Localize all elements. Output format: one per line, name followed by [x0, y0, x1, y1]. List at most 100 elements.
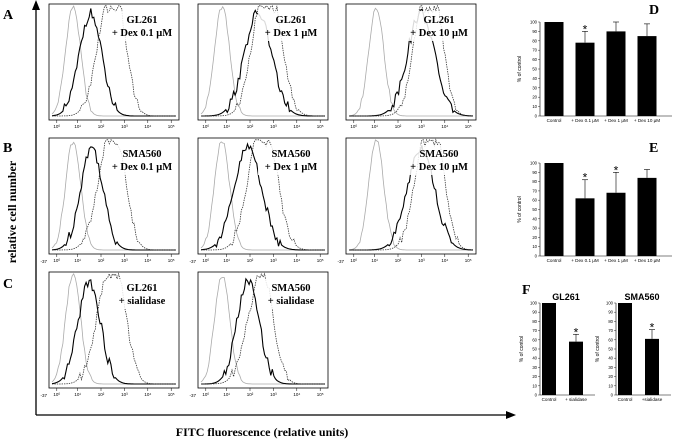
histogram-panel: 10⁰ 10¹ 10² 10³ 10⁴ 10⁵ -37 SMA560 + Dex 10 μM [337, 137, 477, 264]
bar-y-tick-label: 10 [532, 104, 537, 109]
label-backdrop [109, 279, 177, 309]
hist-left-tick-label: -37 [189, 393, 196, 398]
untreated-curve [52, 5, 176, 117]
histogram-label-line2: + Dex 1 μM [265, 162, 318, 173]
row-letter-b: B [3, 141, 12, 156]
hist-left-tick-label: -37 [189, 259, 196, 264]
label-backdrop [258, 279, 326, 309]
bar-y-tick-label: 20 [608, 374, 613, 379]
histogram-label-line2: + Dex 1 μM [265, 28, 318, 39]
bar-category-label: + Dex 10 μM [634, 258, 660, 263]
hist-x-tick-label: 10¹ [74, 124, 81, 129]
bar-y-tick-label: 100 [530, 301, 538, 306]
bar-y-tick-label: 40 [532, 76, 537, 81]
label-backdrop [109, 11, 177, 41]
hist-x-tick-label: 10⁰ [350, 124, 357, 129]
bar [645, 338, 659, 395]
significance-star: * [583, 22, 588, 36]
hist-x-tick-label: 10² [247, 124, 254, 129]
bar [637, 177, 657, 256]
bar-category-label: Control [618, 397, 633, 402]
hist-x-tick-label: 10³ [270, 124, 277, 129]
bar-y-tick-label: 40 [532, 356, 537, 361]
label-backdrop [109, 145, 177, 175]
panel-letter: E [649, 141, 658, 156]
hist-x-tick-label: 10⁴ [144, 258, 151, 263]
control-curve [348, 139, 473, 251]
histogram-panel: 10⁰ 10¹ 10² 10³ 10⁴ 10⁵ -37 SMA560 + Dex 0.1 μM [40, 137, 180, 264]
hist-x-tick-label: 10³ [121, 258, 128, 263]
bar-y-tick-label: 80 [532, 319, 537, 324]
hist-x-tick-label: 10⁴ [293, 124, 300, 129]
row-letter-a: A [3, 8, 14, 23]
main-x-arrow [506, 411, 516, 419]
bar-category-label: + Dex 1 μM [604, 258, 628, 263]
bar-y-tick-label: 40 [532, 216, 537, 221]
hist-x-tick-label: 10² [98, 124, 105, 129]
bar-group: 0 10 20 30 40 50 60 70 80 90 100 % of control GL261 C… [519, 292, 595, 402]
bar-y-tick-label: 70 [532, 188, 537, 193]
histogram-label-line2: + Dex 0.1 μM [112, 162, 172, 173]
bar-category-label: + Dex 10 μM [634, 118, 660, 123]
untreated-curve [201, 139, 325, 251]
hist-x-tick-label: 10⁵ [465, 258, 472, 263]
histogram-panel: 10⁰ 10¹ 10² 10³ 10⁴ 10⁵ -37 GL261 + sialidase [40, 271, 180, 398]
label-backdrop [406, 145, 474, 175]
histogram-label-line2: + Dex 0.1 μM [112, 28, 172, 39]
bar-y-tick-label: 20 [532, 374, 537, 379]
bar-y-tick-label: 20 [532, 235, 537, 240]
bar [606, 31, 626, 116]
bar-y-tick-label: 50 [608, 347, 613, 352]
bar [544, 163, 564, 256]
histogram-label-line1: SMA560 [122, 149, 161, 160]
bar-category-label: +sialidase [642, 397, 663, 402]
histogram-label-line1: GL261 [276, 15, 307, 26]
bar [575, 198, 595, 256]
hist-x-tick-label: 10² [395, 258, 402, 263]
histogram-label-line1: SMA560 [271, 283, 310, 294]
bar-y-tick-label: 0 [535, 254, 538, 259]
bar-y-tick-label: 30 [608, 365, 613, 370]
treated-curve [349, 8, 473, 117]
bar-y-axis-title: % of control [517, 56, 523, 82]
bar-chart-d: D 0 10 20 30 40 50 60 70 80 90 100 % of control Contr… [517, 3, 672, 123]
hist-x-tick-label: 10⁴ [441, 124, 448, 129]
hist-x-tick-label: 10⁰ [350, 258, 357, 263]
bar-y-tick-label: 60 [532, 198, 537, 203]
hist-x-tick-label: 10¹ [223, 258, 230, 263]
hist-x-tick-label: 10⁰ [202, 124, 209, 129]
hist-x-tick-label: 10² [395, 124, 402, 129]
treated-curve [51, 279, 176, 385]
histogram-label-line2: + sialidase [268, 296, 315, 307]
treated-curve [200, 142, 325, 251]
hist-x-tick-label: 10¹ [371, 124, 378, 129]
bar-y-tick-label: 50 [532, 67, 537, 72]
histogram-panel: 10⁰ 10¹ 10² 10³ 10⁴ 10⁵ GL261 + Dex 0.1 μM [48, 3, 180, 129]
bar-category-label: Control [547, 258, 562, 263]
bar-y-axis-title: % of control [519, 336, 525, 362]
bar-y-axis-title: % of control [595, 336, 601, 362]
bar-y-tick-label: 90 [532, 170, 537, 175]
row-letter-c: C [3, 277, 13, 292]
label-backdrop [406, 11, 474, 41]
bar-y-tick-label: 10 [532, 244, 537, 249]
hist-x-tick-label: 10² [98, 392, 105, 397]
x-axis-title: FITC fluorescence (relative units) [176, 425, 349, 439]
bar-y-tick-label: 100 [530, 20, 538, 25]
hist-x-tick-label: 10⁵ [168, 124, 175, 129]
bar-group-title: GL261 [552, 292, 580, 302]
hist-x-tick-label: 10⁴ [144, 392, 151, 397]
hist-x-tick-label: 10⁴ [441, 258, 448, 263]
panel-letter: F [522, 283, 531, 298]
bar-y-tick-label: 50 [532, 347, 537, 352]
bar-category-label: Control [547, 118, 562, 123]
hist-x-tick-label: 10¹ [74, 258, 81, 263]
bar-y-tick-label: 0 [535, 393, 538, 398]
hist-x-tick-label: 10³ [121, 124, 128, 129]
label-backdrop [258, 145, 326, 175]
bar-y-tick-label: 90 [532, 29, 537, 34]
untreated-curve [201, 272, 325, 385]
bar-y-tick-label: 40 [608, 356, 613, 361]
